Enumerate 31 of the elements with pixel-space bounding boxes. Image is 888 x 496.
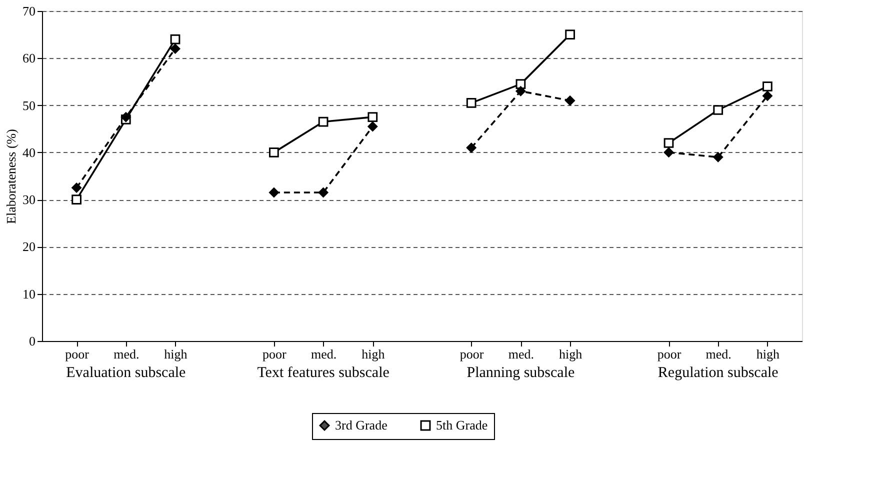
x-tick-label: high: [558, 346, 583, 362]
y-tick-label: 40: [22, 144, 36, 160]
x-tick-label: high: [164, 346, 188, 362]
point: [72, 194, 82, 205]
x-tick-label: med.: [706, 346, 732, 362]
y-tick-label: 70: [22, 4, 36, 18]
point: [170, 44, 180, 54]
legend-label: 3rd Grade: [335, 418, 388, 433]
y-tick-label: 10: [22, 286, 36, 302]
x-tick-label: poor: [460, 346, 484, 362]
text: Regulation subscale: [658, 365, 779, 381]
x-tick-label: high: [756, 346, 780, 362]
point: [170, 34, 180, 44]
x-tick-label: med.: [114, 346, 140, 362]
x-tick-label: high: [362, 346, 386, 362]
text: Evaluation subscale: [66, 365, 186, 381]
text: Text features subscale: [257, 365, 390, 381]
x-tick-label: poor: [65, 346, 90, 362]
y-tick-label: 0: [29, 334, 36, 348]
y-tick-label: 20: [22, 239, 36, 254]
x-tick-label: poor: [262, 346, 288, 362]
y-axis-title: Elaborateness (%): [4, 129, 18, 224]
x-tick-label: med.: [310, 346, 337, 362]
text: Planning subscale: [466, 365, 575, 381]
y-tick-label: 60: [22, 50, 36, 66]
x-tick-label: poor: [657, 346, 682, 362]
y-tick-label: 50: [22, 98, 36, 113]
x-tick-label: med.: [508, 346, 534, 362]
legend-label: 5th Grade: [436, 418, 488, 433]
y-tick-label: 30: [22, 192, 36, 208]
point: [72, 182, 82, 193]
